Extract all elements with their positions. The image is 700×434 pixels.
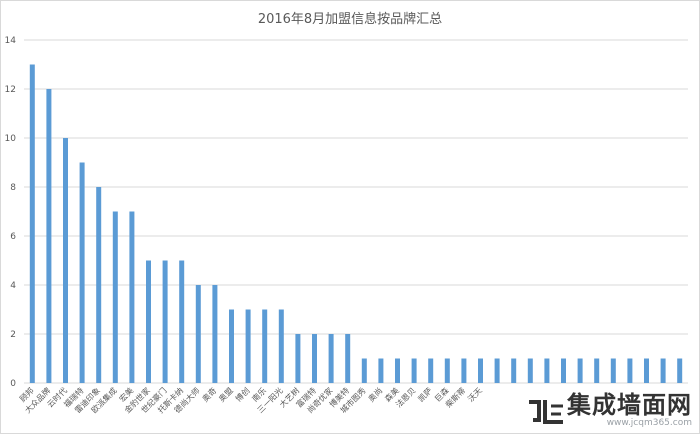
bar xyxy=(345,334,351,383)
x-tick-label: 凯萨 xyxy=(416,385,434,403)
bar xyxy=(179,260,185,383)
bar xyxy=(677,358,683,383)
bar xyxy=(79,162,85,383)
bar xyxy=(395,358,400,383)
y-tick-label: 0 xyxy=(10,379,16,389)
x-tick-label: 沃天 xyxy=(466,386,484,404)
bar xyxy=(262,309,268,383)
y-tick-label: 6 xyxy=(10,232,16,242)
bar xyxy=(245,309,251,383)
bar xyxy=(229,309,234,383)
watermark-name: 集成墙面网 xyxy=(567,391,692,419)
bar xyxy=(660,358,666,383)
bar xyxy=(561,358,566,383)
bar xyxy=(361,358,367,383)
bar xyxy=(511,358,517,383)
bar xyxy=(644,358,649,383)
bar xyxy=(378,358,384,383)
y-tick-label: 12 xyxy=(5,85,16,95)
y-tick-label: 8 xyxy=(10,183,16,193)
bar xyxy=(312,334,317,383)
bar xyxy=(295,334,301,383)
x-tick-label: 奥奇 xyxy=(200,385,218,403)
bar xyxy=(444,358,450,383)
y-tick-label: 10 xyxy=(5,134,17,144)
bar xyxy=(610,358,616,383)
bar xyxy=(411,358,417,383)
y-tick-label: 4 xyxy=(10,281,16,291)
bar xyxy=(63,138,68,383)
bar xyxy=(428,358,434,383)
x-tick-label: 奥尚 xyxy=(366,385,384,403)
bar xyxy=(212,285,218,383)
bar xyxy=(162,260,168,383)
chart-title: 2016年8月加盟信息按品牌汇总 xyxy=(257,12,443,27)
bar xyxy=(29,64,35,383)
y-tick-label: 14 xyxy=(5,36,17,46)
bar xyxy=(594,358,600,383)
bar xyxy=(494,358,500,383)
bar xyxy=(195,285,201,383)
bar xyxy=(46,89,52,383)
bar xyxy=(527,358,533,383)
bar xyxy=(146,260,151,383)
watermark: 集成墙面网 www.jcqm365.com xyxy=(525,393,692,428)
y-tick-label: 2 xyxy=(10,330,16,340)
bar xyxy=(478,358,483,383)
bar xyxy=(577,358,583,383)
bar xyxy=(461,358,467,383)
bar xyxy=(129,211,135,383)
x-tick-label: 博创 xyxy=(233,385,251,403)
bar xyxy=(96,187,102,383)
bar xyxy=(112,211,118,383)
watermark-url: www.jcqm365.com xyxy=(606,418,692,428)
bar xyxy=(627,358,633,383)
watermark-logo-icon xyxy=(529,399,563,424)
bar xyxy=(278,309,284,383)
bar xyxy=(328,334,334,383)
x-tick-label: 奥盟 xyxy=(217,385,235,403)
bar xyxy=(544,358,550,383)
